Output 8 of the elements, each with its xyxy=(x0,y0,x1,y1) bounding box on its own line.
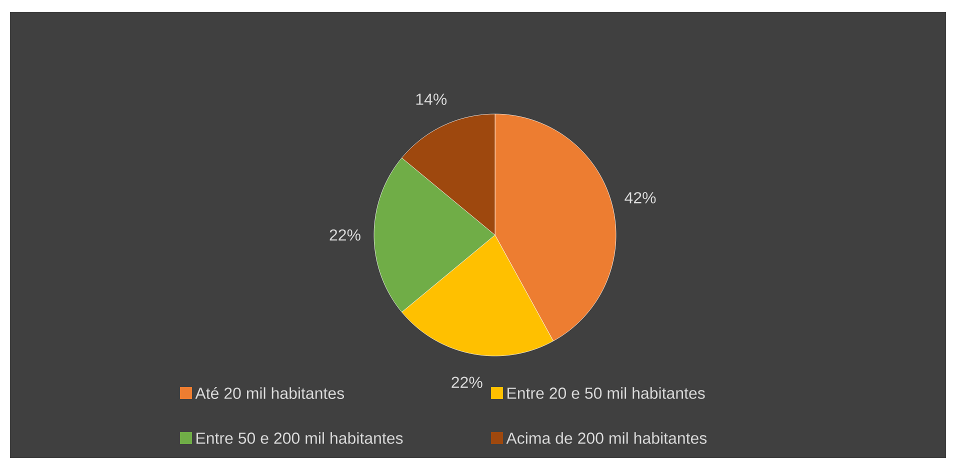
data-label: 22% xyxy=(452,376,482,388)
data-label: 22% xyxy=(330,229,360,241)
legend-label: Entre 20 e 50 mil habitantes xyxy=(508,387,705,399)
legend-label: Até 20 mil habitantes xyxy=(195,387,344,399)
legend-label: Acima de 200 mil habitantes xyxy=(506,432,707,444)
data-label: 42% xyxy=(624,192,656,204)
data-label: 14% xyxy=(416,94,447,105)
legend-label: Entre 50 e 200 mil habitantes xyxy=(196,432,403,444)
